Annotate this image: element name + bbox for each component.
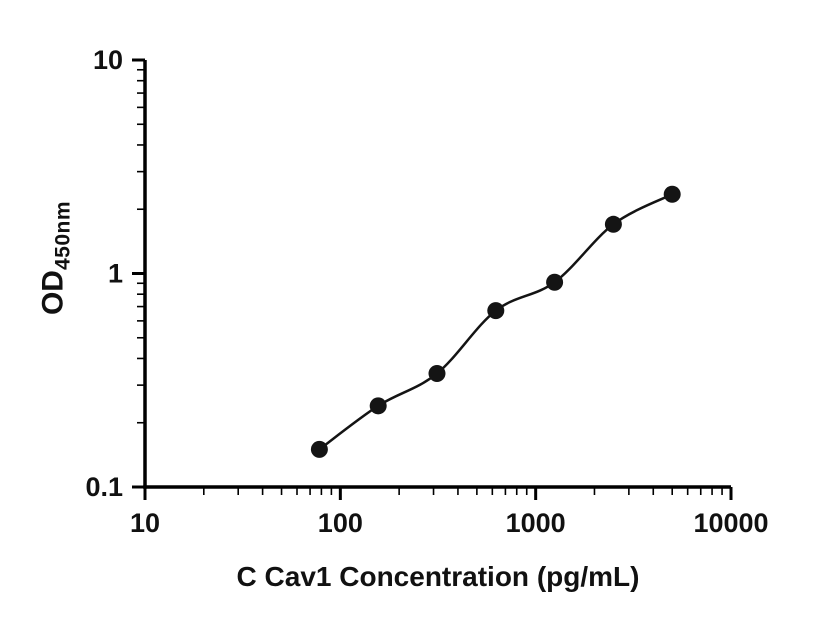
x-tick-label: 1000 <box>506 508 566 538</box>
data-point <box>428 365 446 383</box>
x-axis-label: C Cav1 Concentration (pg/mL) <box>237 561 640 593</box>
x-tick-label: 10 <box>130 508 160 538</box>
y-tick-label: 0.1 <box>85 472 123 502</box>
x-tick-label: 10000 <box>693 508 768 538</box>
x-axis-label-text: C Cav1 Concentration (pg/mL) <box>236 561 640 592</box>
data-point <box>369 397 387 415</box>
data-point <box>487 302 505 320</box>
data-point <box>663 185 681 203</box>
y-axis-label: OD450nm <box>37 201 76 315</box>
x-tick-label: 100 <box>318 508 363 538</box>
y-axis-label-subscript: 450nm <box>51 200 75 271</box>
data-point <box>604 215 622 233</box>
data-point <box>546 273 564 291</box>
data-point <box>310 440 328 458</box>
y-tick-label: 10 <box>93 45 123 75</box>
y-axis-label-text: OD <box>36 270 70 316</box>
y-tick-label: 1 <box>108 259 123 289</box>
